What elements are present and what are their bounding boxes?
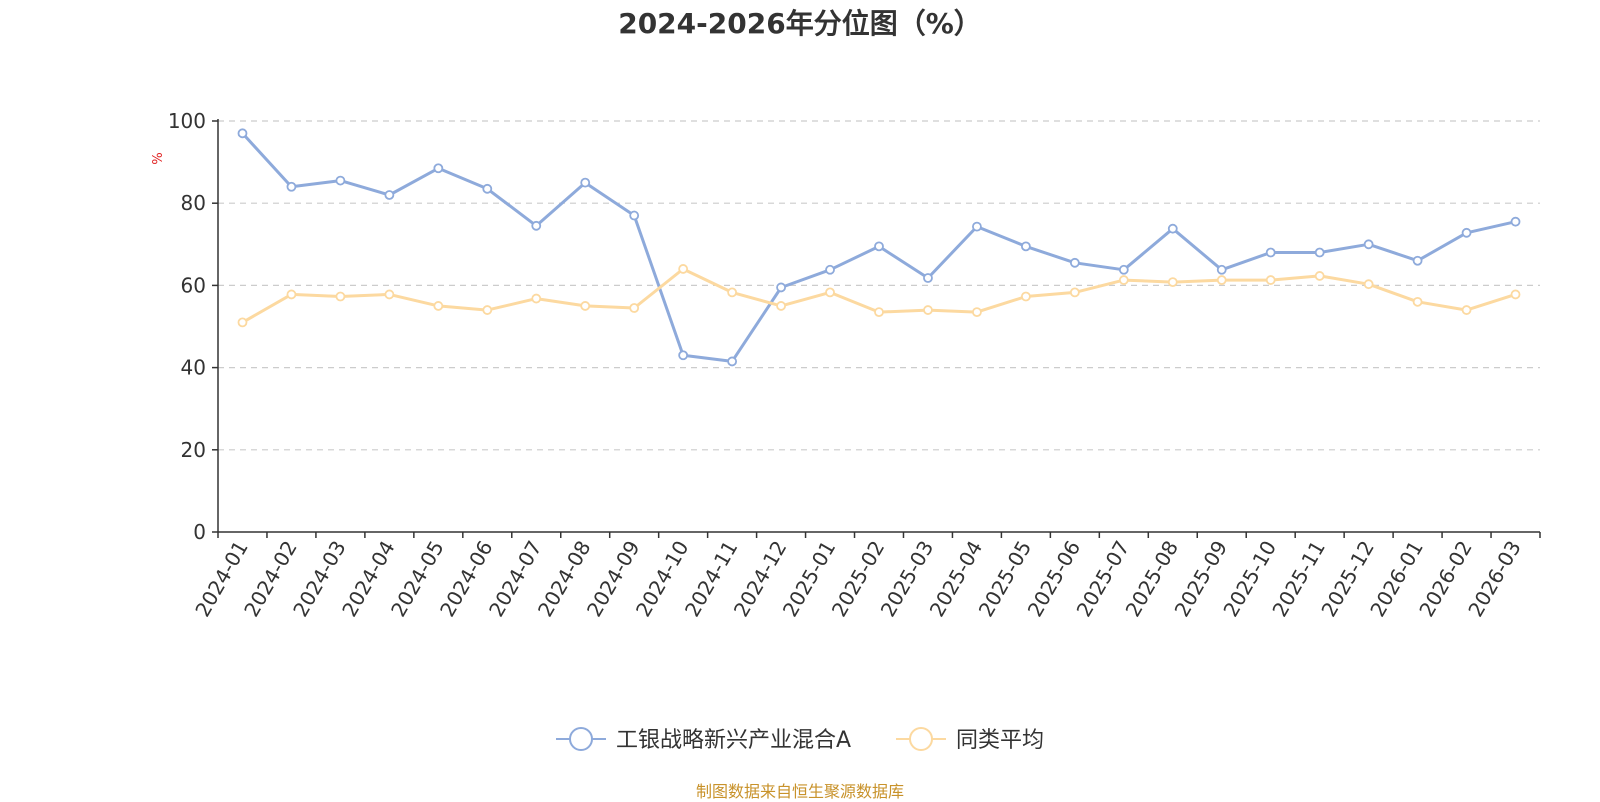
series-2-point[interactable] [1461,305,1472,315]
series-1-point[interactable] [1412,255,1423,266]
series-1-point[interactable] [1363,239,1374,250]
source-note: 制图数据来自恒生聚源数据库 [695,782,904,801]
series-1-point[interactable] [1167,223,1178,234]
series-1-point[interactable] [1069,257,1080,268]
legend-item-1[interactable]: 工银战略新兴产业混合A [556,727,851,753]
series-1-point[interactable] [335,175,346,186]
series-1-point[interactable] [1118,264,1129,275]
series-2-point[interactable] [1069,287,1080,298]
series-1-point[interactable] [237,128,248,139]
y-tick-label: 20 [181,438,206,462]
series-1-point[interactable] [825,264,835,275]
series-1-point[interactable] [727,356,738,367]
y-tick-label: 40 [181,356,206,380]
legend-item-2[interactable]: 同类平均 [896,727,1044,753]
series-1-point[interactable] [1216,264,1227,275]
series-1-point[interactable] [1510,216,1521,227]
y-tick-label: 80 [181,191,206,215]
series-2-point[interactable] [1118,275,1129,285]
series-2-point[interactable] [1510,289,1521,300]
legend-circle-icon [569,727,593,751]
series-2-point[interactable] [923,305,933,315]
series-1-point[interactable] [972,221,982,232]
series-2-point[interactable] [286,289,297,300]
series-1-point[interactable] [874,241,884,252]
series-1-point[interactable] [384,190,395,200]
series-1-point[interactable] [678,350,689,361]
series-2-point[interactable] [482,305,493,315]
series-2-point[interactable] [972,307,982,318]
y-tick-label: 0 [193,520,206,544]
series-1-point[interactable] [433,163,444,174]
series-2-point[interactable] [678,264,689,274]
y-tick-label: 100 [168,109,206,133]
series-2-point[interactable] [580,301,591,311]
series-2-point[interactable] [727,287,738,298]
series-2-point[interactable] [433,301,444,311]
series-1-point[interactable] [923,273,933,283]
series-1-point[interactable] [580,177,591,188]
series-1-point[interactable] [482,183,493,194]
series-2-point[interactable] [384,289,395,300]
series-2-point[interactable] [237,317,248,328]
series-2-point[interactable] [1314,271,1325,281]
series-2-point[interactable] [531,293,542,304]
series-2-point[interactable] [1363,279,1374,290]
series-1-point[interactable] [286,181,297,192]
y-axis-label: % [151,152,166,164]
series-2-point[interactable] [825,287,835,298]
series-2-point[interactable] [1216,275,1227,285]
series-1-point[interactable] [1265,247,1276,258]
series-2-point[interactable] [874,307,884,318]
series-2-point[interactable] [629,303,640,313]
legend-label: 工银战略新兴产业混合A [616,728,851,753]
legend-label: 同类平均 [956,728,1044,753]
series-1-point[interactable] [531,220,542,231]
legend-circle-icon [909,727,933,751]
series-2-point[interactable] [1265,275,1276,285]
series-1-point[interactable] [629,210,640,221]
series-1-point[interactable] [1461,227,1472,238]
y-tick-label: 60 [181,273,206,297]
series-2-point[interactable] [335,291,346,302]
series-2-point[interactable] [1412,296,1423,307]
series-2-point[interactable] [1167,277,1178,288]
chart-title: 2024-2026年分位图（%） [618,7,982,40]
series-1-point[interactable] [1314,247,1325,258]
series-1-point[interactable] [776,282,786,293]
series-2-point[interactable] [1020,291,1031,302]
series-2-point[interactable] [776,301,786,311]
series-1-point[interactable] [1020,241,1031,252]
